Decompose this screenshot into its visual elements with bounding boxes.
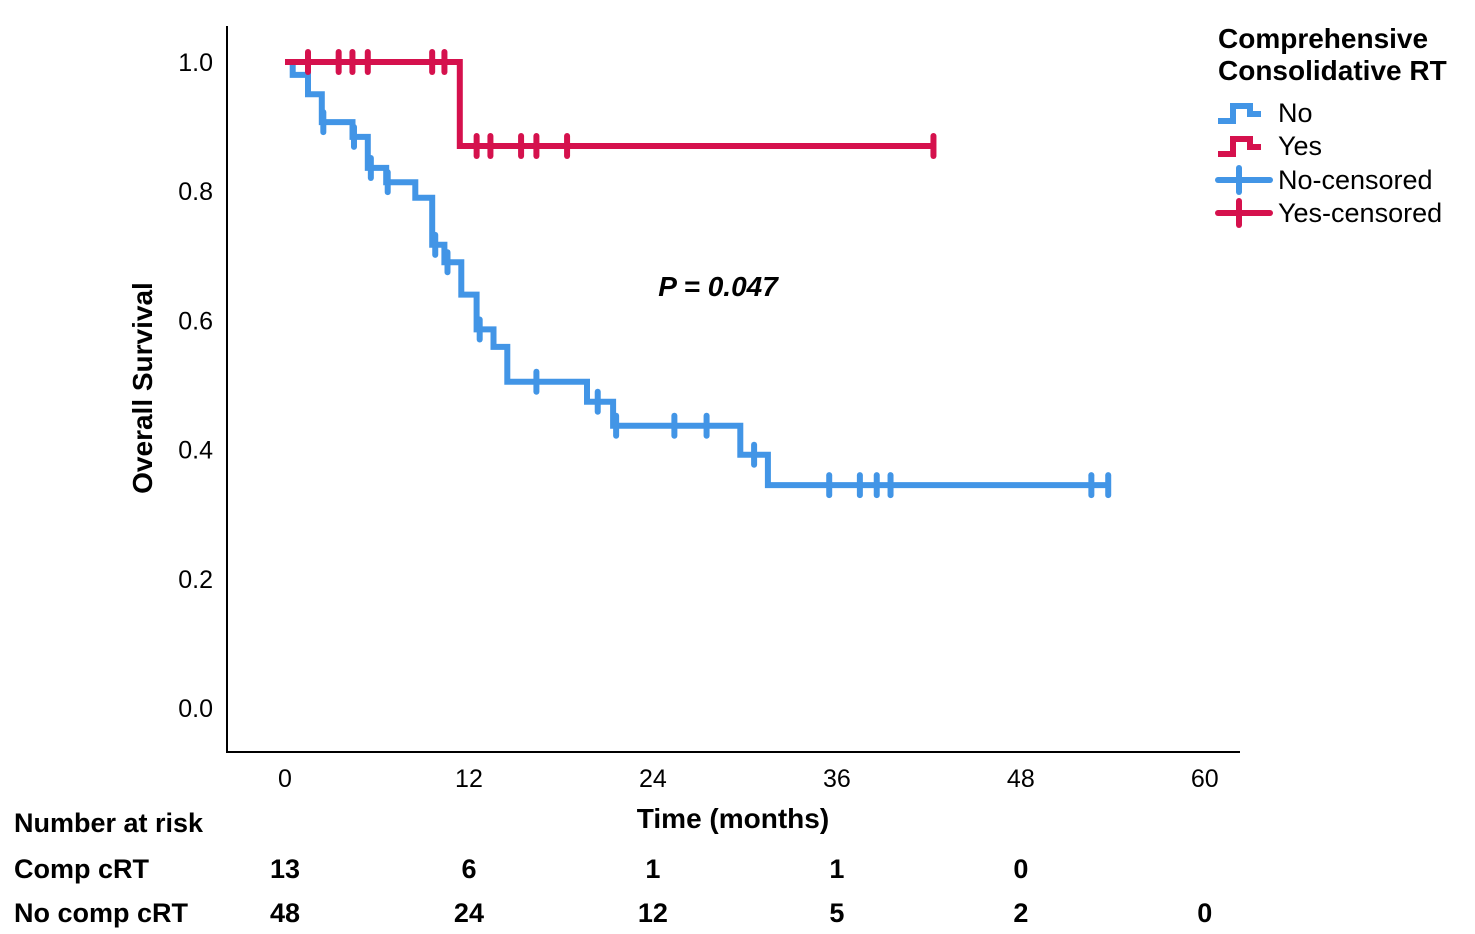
legend-title-line1: Comprehensive (1218, 23, 1428, 54)
y-axis-tick-labels: 1.0 0.8 0.6 0.4 0.2 0.0 (178, 49, 213, 723)
y-tick-label: 0.4 (178, 437, 213, 465)
risk-count: 0 (1013, 854, 1028, 884)
legend-title-line2: Consolidative RT (1218, 55, 1447, 86)
x-tick-label: 12 (455, 765, 483, 793)
risk-row-label-comp-crt: Comp cRT (14, 854, 150, 884)
legend-item-label: No-censored (1278, 165, 1433, 195)
y-tick-label: 0.2 (178, 566, 213, 594)
risk-count: 48 (270, 898, 300, 928)
legend-step-line-icon (1218, 136, 1261, 157)
y-tick-label: 0.6 (178, 307, 213, 335)
risk-count: 2 (1013, 898, 1028, 928)
x-axis-title: Time (months) (637, 803, 829, 834)
x-tick-label: 36 (823, 765, 851, 793)
risk-count: 5 (829, 898, 844, 928)
risk-count: 24 (454, 898, 484, 928)
y-tick-label: 0.0 (178, 695, 213, 723)
y-tick-label: 0.8 (178, 178, 213, 206)
x-tick-label: 60 (1191, 765, 1219, 793)
risk-count: 1 (829, 854, 844, 884)
legend-item-label: No (1278, 98, 1313, 128)
p-value-annotation: P = 0.047 (658, 271, 779, 302)
x-tick-label: 24 (639, 765, 667, 793)
risk-count: 0 (1197, 898, 1212, 928)
survival-curves (285, 49, 1112, 499)
x-tick-label: 48 (1007, 765, 1035, 793)
legend-step-line-icon (1218, 103, 1261, 124)
legend-item-label: Yes (1278, 131, 1322, 161)
risk-table-header: Number at risk (14, 808, 204, 838)
survival-curve-yes (285, 59, 934, 149)
y-tick-label: 1.0 (178, 49, 213, 77)
risk-count: 13 (270, 854, 300, 884)
x-axis-tick-labels: 0 12 24 36 48 60 (278, 765, 1219, 793)
risk-table: Number at risk Comp cRT No comp cRT 13 6 1… (14, 808, 1212, 928)
risk-count: 1 (645, 854, 660, 884)
risk-row-label-no-comp-crt: No comp cRT (14, 898, 189, 928)
y-axis-title: Overall Survival (127, 282, 158, 494)
risk-count: 12 (638, 898, 668, 928)
risk-table-counts: 13 6 1 1 0 48 24 12 5 2 0 (270, 854, 1212, 928)
x-tick-label: 0 (278, 765, 292, 793)
risk-count: 6 (461, 854, 476, 884)
legend-item-label: Yes-censored (1278, 198, 1442, 228)
